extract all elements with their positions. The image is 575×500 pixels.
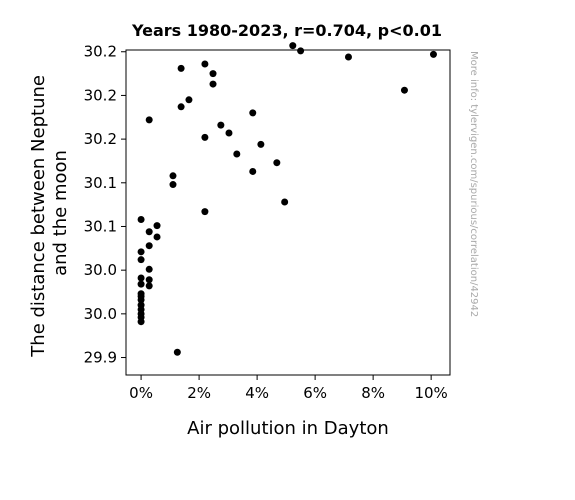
data-point-4 xyxy=(137,301,145,309)
data-point-16 xyxy=(145,242,153,250)
y-tick-label-2: 30.0 xyxy=(84,261,117,279)
data-point-7 xyxy=(137,290,145,298)
data-point-32 xyxy=(217,121,225,129)
x-tick-label-1: 2% xyxy=(187,384,211,402)
data-point-8 xyxy=(137,280,145,288)
data-point-27 xyxy=(201,208,209,216)
data-point-31 xyxy=(209,70,217,78)
y-axis-label-line-2: and the moon xyxy=(50,150,71,276)
x-axis: 0% 2% 4% 6% 8% 10% xyxy=(129,375,448,402)
x-tick-label-5: 10% xyxy=(414,384,447,402)
y-tick-label-1: 30.0 xyxy=(84,305,117,323)
data-point-35 xyxy=(249,167,257,175)
data-point-14 xyxy=(145,276,153,284)
data-point-34 xyxy=(233,150,241,158)
data-point-10 xyxy=(137,256,145,264)
data-point-25 xyxy=(177,64,185,72)
chart-title: Years 1980-2023, r=0.704, p<0.01 xyxy=(131,21,442,40)
data-point-29 xyxy=(201,60,209,68)
plot-frame xyxy=(125,49,451,376)
x-tick-label-3: 6% xyxy=(303,384,327,402)
y-axis: 29.9 30.0 30.0 30.1 30.1 30.2 30.2 30.2 xyxy=(84,43,126,367)
data-point-9 xyxy=(137,274,145,282)
data-point-44 xyxy=(429,50,437,58)
data-point-36 xyxy=(249,109,257,117)
watermark: More info: tylervigen.com/spurious/corre… xyxy=(468,51,479,317)
data-point-26 xyxy=(185,96,193,104)
data-point-17 xyxy=(145,228,153,236)
data-point-30 xyxy=(209,80,217,88)
y-axis-label: The distance between Neptune and the moo… xyxy=(28,69,71,357)
data-point-39 xyxy=(281,198,289,206)
data-point-41 xyxy=(297,47,305,55)
y-tick-label-5: 30.2 xyxy=(84,130,117,148)
data-point-43 xyxy=(400,86,408,94)
data-point-20 xyxy=(153,222,161,230)
data-point-22 xyxy=(169,172,177,180)
data-point-38 xyxy=(273,159,281,167)
data-point-13 xyxy=(145,282,153,290)
data-point-21 xyxy=(169,181,177,189)
data-point-40 xyxy=(289,42,297,50)
x-tick-label-2: 4% xyxy=(245,384,269,402)
x-axis-label: Air pollution in Dayton xyxy=(187,418,389,439)
data-point-28 xyxy=(201,133,209,141)
x-tick-label-0: 0% xyxy=(129,384,153,402)
y-tick-label-6: 30.2 xyxy=(84,86,117,104)
data-point-23 xyxy=(173,348,181,356)
y-tick-label-7: 30.2 xyxy=(84,43,117,61)
data-point-24 xyxy=(177,103,185,111)
data-point-12 xyxy=(137,215,145,223)
data-point-33 xyxy=(225,129,233,137)
y-axis-label-line-1: The distance between Neptune xyxy=(28,75,49,358)
x-tick-label-4: 8% xyxy=(361,384,385,402)
y-tick-label-3: 30.1 xyxy=(84,217,117,235)
plot-area: 0% 2% 4% 6% 8% 10% 29.9 30.0 30.0 30.1 30.1 30.2 30… xyxy=(84,42,451,402)
data-points xyxy=(137,42,437,356)
data-point-11 xyxy=(137,248,145,256)
data-point-15 xyxy=(145,265,153,273)
data-point-37 xyxy=(257,140,265,148)
data-point-18 xyxy=(145,116,153,124)
y-tick-label-4: 30.1 xyxy=(84,174,117,192)
data-point-42 xyxy=(344,53,352,61)
y-tick-label-0: 29.9 xyxy=(84,349,117,367)
data-point-19 xyxy=(153,233,161,241)
